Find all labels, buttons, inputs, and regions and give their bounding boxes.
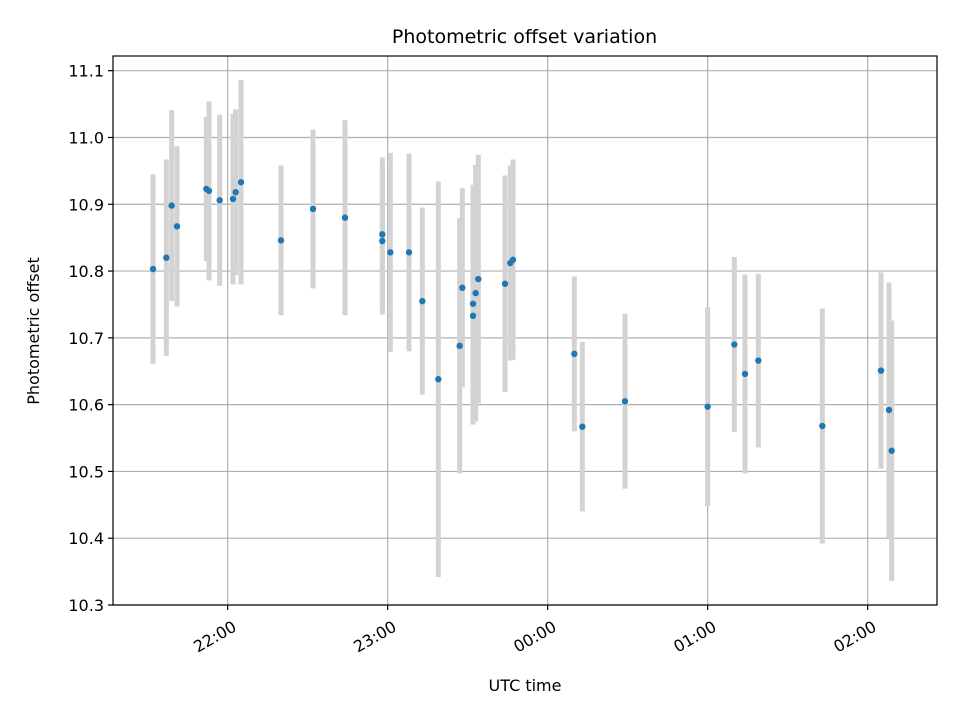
- data-point: [237, 179, 245, 186]
- data-point: [885, 406, 893, 414]
- data-point: [877, 367, 885, 374]
- y-tick-label: 10.7: [68, 329, 104, 348]
- data-point: [277, 237, 285, 244]
- data-point: [459, 284, 466, 291]
- grid-lines: [113, 56, 937, 606]
- y-tick-label: 10.3: [68, 596, 104, 615]
- y-axis-ticks: 10.3 10.4 10.5 10.6 10.7 10.8 10.9 11.0 11.1: [68, 62, 113, 615]
- data-point: [819, 422, 826, 430]
- x-axis-label: UTC time: [489, 676, 562, 695]
- y-tick-label: 10.9: [68, 195, 104, 214]
- data-point: [469, 300, 477, 307]
- data-point: [755, 357, 762, 364]
- data-point: [173, 223, 181, 230]
- data-point: [571, 350, 578, 358]
- y-axis-label: Photometric offset: [24, 257, 43, 405]
- data-point: [387, 249, 394, 256]
- data-point: [731, 341, 738, 348]
- data-point: [579, 423, 586, 430]
- data-point: [888, 447, 895, 454]
- y-tick-label: 10.4: [68, 529, 104, 548]
- data-points: [149, 179, 895, 454]
- data-point: [205, 187, 213, 195]
- y-tick-label: 10.5: [68, 462, 104, 481]
- data-point: [621, 398, 629, 405]
- data-point: [472, 289, 479, 297]
- data-point: [168, 202, 175, 209]
- plot-area-frame: [112, 55, 938, 606]
- data-point: [379, 237, 386, 245]
- y-tick-label: 10.6: [68, 396, 104, 415]
- data-point: [163, 254, 170, 261]
- data-point: [435, 376, 442, 383]
- data-point: [216, 197, 223, 204]
- data-point: [704, 403, 711, 410]
- data-point: [405, 249, 413, 256]
- data-point: [501, 280, 509, 287]
- data-point: [149, 265, 157, 273]
- data-point: [309, 205, 317, 213]
- data-point: [475, 275, 482, 283]
- data-point: [419, 297, 426, 305]
- data-point: [229, 195, 237, 203]
- data-point: [379, 231, 386, 238]
- data-point: [341, 214, 349, 221]
- data-point: [741, 370, 749, 378]
- data-point: [509, 256, 517, 263]
- data-point: [456, 342, 463, 350]
- data-point: [469, 312, 477, 320]
- y-tick-label: 11.1: [68, 62, 104, 81]
- data-point: [232, 189, 239, 196]
- y-tick-label: 11.0: [68, 128, 104, 147]
- y-tick-label: 10.8: [68, 262, 104, 281]
- chart-title: Photometric offset variation: [392, 26, 657, 48]
